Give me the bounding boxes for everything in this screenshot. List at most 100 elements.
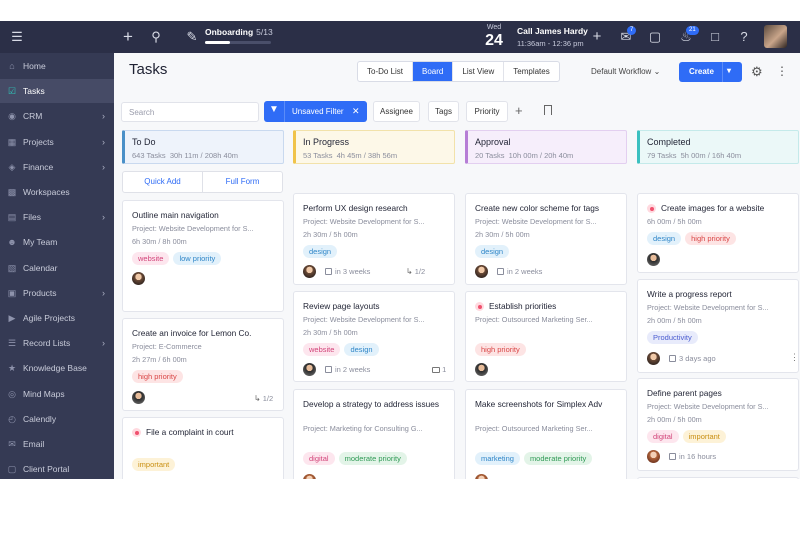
help-icon[interactable]: ?	[740, 29, 748, 44]
notes-icon[interactable]: ▢	[648, 29, 662, 44]
task-title[interactable]: Make screenshots for Simplex Adv	[475, 399, 603, 409]
sidebar-item-knowledge-base[interactable]: ★ Knowledge Base	[0, 356, 114, 380]
tag[interactable]: important	[682, 430, 726, 443]
sidebar-item-calendly[interactable]: ◴ Calendly	[0, 407, 114, 431]
task-project[interactable]: Project: E-Commerce	[132, 342, 202, 351]
mail-icon[interactable]: ✉	[620, 29, 632, 44]
sidebar-item-my-team[interactable]: ☻ My Team	[0, 230, 114, 254]
task-project[interactable]: Project: Website Development for S...	[303, 217, 425, 226]
priority-filter-button[interactable]: Priority	[466, 101, 508, 122]
sidebar-item-home[interactable]: ⌂ Home	[0, 54, 114, 78]
quick-add-button[interactable]: Quick Add	[123, 172, 203, 192]
tag[interactable]: design	[344, 343, 379, 356]
tag[interactable]: website	[303, 343, 341, 356]
menu-icon[interactable]: ☰	[11, 29, 23, 44]
task-card[interactable]: Develop a strategy to address issues Proj…	[293, 389, 455, 479]
comment-count[interactable]: 1	[432, 365, 446, 374]
task-project[interactable]: Project: Website Development for S...	[132, 224, 254, 233]
chat-icon[interactable]: □	[711, 29, 719, 44]
plus-icon[interactable]: +	[123, 27, 133, 46]
tag[interactable]: high priority	[685, 232, 736, 245]
task-card[interactable]: Create an invoice for Lemon Co. Project: …	[122, 318, 284, 411]
unsaved-filter-chip[interactable]: ▼ Unsaved Filter ✕	[264, 101, 367, 122]
task-card[interactable]: Perform UX design research Project: Websi…	[293, 193, 455, 285]
tag[interactable]: Productivity	[647, 331, 698, 344]
sidebar-item-mind-maps[interactable]: ◎ Mind Maps	[0, 382, 114, 406]
tag[interactable]: high priority	[132, 370, 183, 383]
assignee-filter-button[interactable]: Assignee	[373, 101, 420, 122]
sidebar-item-client-portal[interactable]: ▢ Client Portal	[0, 457, 114, 479]
tag[interactable]: important	[132, 458, 176, 471]
workflow-select[interactable]: Default Workflow ⌄	[591, 67, 661, 76]
subtask-count[interactable]: ↳ 1/2	[254, 394, 274, 403]
assignee-avatar[interactable]	[132, 272, 145, 285]
tab-board[interactable]: Board	[413, 62, 454, 81]
tag[interactable]: low priority	[173, 252, 222, 265]
tag[interactable]: high priority	[475, 343, 526, 356]
task-card[interactable]: Make screenshots for Simplex Adv Project:…	[465, 389, 627, 479]
task-title[interactable]: File a complaint in court	[146, 427, 234, 437]
task-title[interactable]: Create images for a website	[661, 203, 765, 213]
tag[interactable]: digital	[647, 430, 679, 443]
task-title[interactable]: Review page layouts	[303, 301, 380, 311]
sidebar-item-calendar[interactable]: ▧ Calendar	[0, 256, 114, 280]
tag[interactable]: moderate priority	[523, 452, 593, 465]
sidebar-item-finance[interactable]: ◈ Finance ›	[0, 155, 114, 179]
tags-filter-button[interactable]: Tags	[428, 101, 459, 122]
task-project[interactable]: Project: Marketing for Consulting G...	[303, 424, 423, 433]
gear-icon[interactable]: ⚙	[751, 64, 763, 79]
assignee-avatar[interactable]	[475, 474, 488, 479]
task-title[interactable]: Develop a strategy to address issues	[303, 399, 440, 409]
assignee-avatar[interactable]	[303, 474, 316, 479]
task-card[interactable]: File a complaint in court important	[122, 417, 284, 479]
assignee-avatar[interactable]	[475, 363, 488, 376]
task-card[interactable]: Review page layouts Project: Website Deve…	[293, 291, 455, 382]
search-icon[interactable]: ⚲	[151, 29, 161, 44]
user-avatar[interactable]	[764, 25, 787, 48]
task-project[interactable]: Project: Website Development for S...	[647, 303, 769, 312]
assignee-avatar[interactable]	[647, 450, 660, 463]
sidebar-item-email[interactable]: ✉ Email	[0, 432, 114, 456]
tag[interactable]: website	[132, 252, 170, 265]
tag[interactable]: design	[303, 245, 338, 258]
task-title[interactable]: Perform UX design research	[303, 203, 408, 213]
sidebar-item-workspaces[interactable]: ▩ Workspaces	[0, 180, 114, 204]
sidebar-item-crm[interactable]: ◉ CRM ›	[0, 104, 114, 128]
task-title[interactable]: Outline main navigation	[132, 210, 219, 220]
task-title[interactable]: Establish priorities	[489, 301, 557, 311]
more-icon[interactable]: ⋮	[790, 352, 799, 362]
assignee-avatar[interactable]	[303, 265, 316, 278]
tag[interactable]: digital	[303, 452, 335, 465]
tab-templates[interactable]: Templates	[513, 67, 550, 76]
chevron-down-icon[interactable]: ▾	[727, 66, 732, 75]
close-icon[interactable]: ✕	[352, 106, 360, 116]
tab-list-view[interactable]: List View	[453, 62, 505, 81]
task-project[interactable]: Project: Outsourced Marketing Ser...	[475, 315, 593, 324]
task-title[interactable]: Write a progress report	[647, 289, 732, 299]
assignee-avatar[interactable]	[303, 363, 316, 376]
bell-icon[interactable]: ♨	[680, 29, 692, 44]
task-title[interactable]: Create new color scheme for tags	[475, 203, 600, 213]
task-project[interactable]: Project: Outsourced Marketing Ser...	[475, 424, 593, 433]
tag[interactable]: design	[647, 232, 682, 245]
tab-to-do-list[interactable]: To-Do List	[358, 62, 414, 81]
sidebar-item-products[interactable]: ▣ Products ›	[0, 281, 114, 305]
event-title[interactable]: Call James Hardy	[517, 26, 588, 36]
assignee-avatar[interactable]	[475, 265, 488, 278]
sidebar-item-projects[interactable]: ▦ Projects ›	[0, 130, 114, 154]
sidebar-item-files[interactable]: ▤ Files ›	[0, 205, 114, 229]
task-card[interactable]: Create new color scheme for tags Project:…	[465, 193, 627, 285]
sidebar-item-tasks[interactable]: ☑ Tasks	[0, 79, 114, 104]
onboarding-label[interactable]: Onboarding 5/13	[205, 27, 273, 37]
add-event-icon[interactable]: +	[592, 28, 602, 45]
tag[interactable]: design	[475, 245, 510, 258]
task-card[interactable]: Create images for a website 6h 00m / 5h 0…	[637, 193, 799, 273]
create-button[interactable]: Create ▾	[679, 62, 742, 82]
search-input[interactable]	[121, 102, 259, 122]
add-filter-icon[interactable]: +	[515, 103, 523, 118]
assignee-avatar[interactable]	[132, 391, 145, 404]
task-card[interactable]: Outline main navigation Project: Website …	[122, 200, 284, 312]
task-card[interactable]: Write a progress report Project: Website …	[637, 279, 799, 373]
task-card[interactable]: Define parent pages Project: Website Deve…	[637, 378, 799, 471]
onboarding-icon[interactable]: ✎	[186, 29, 198, 44]
